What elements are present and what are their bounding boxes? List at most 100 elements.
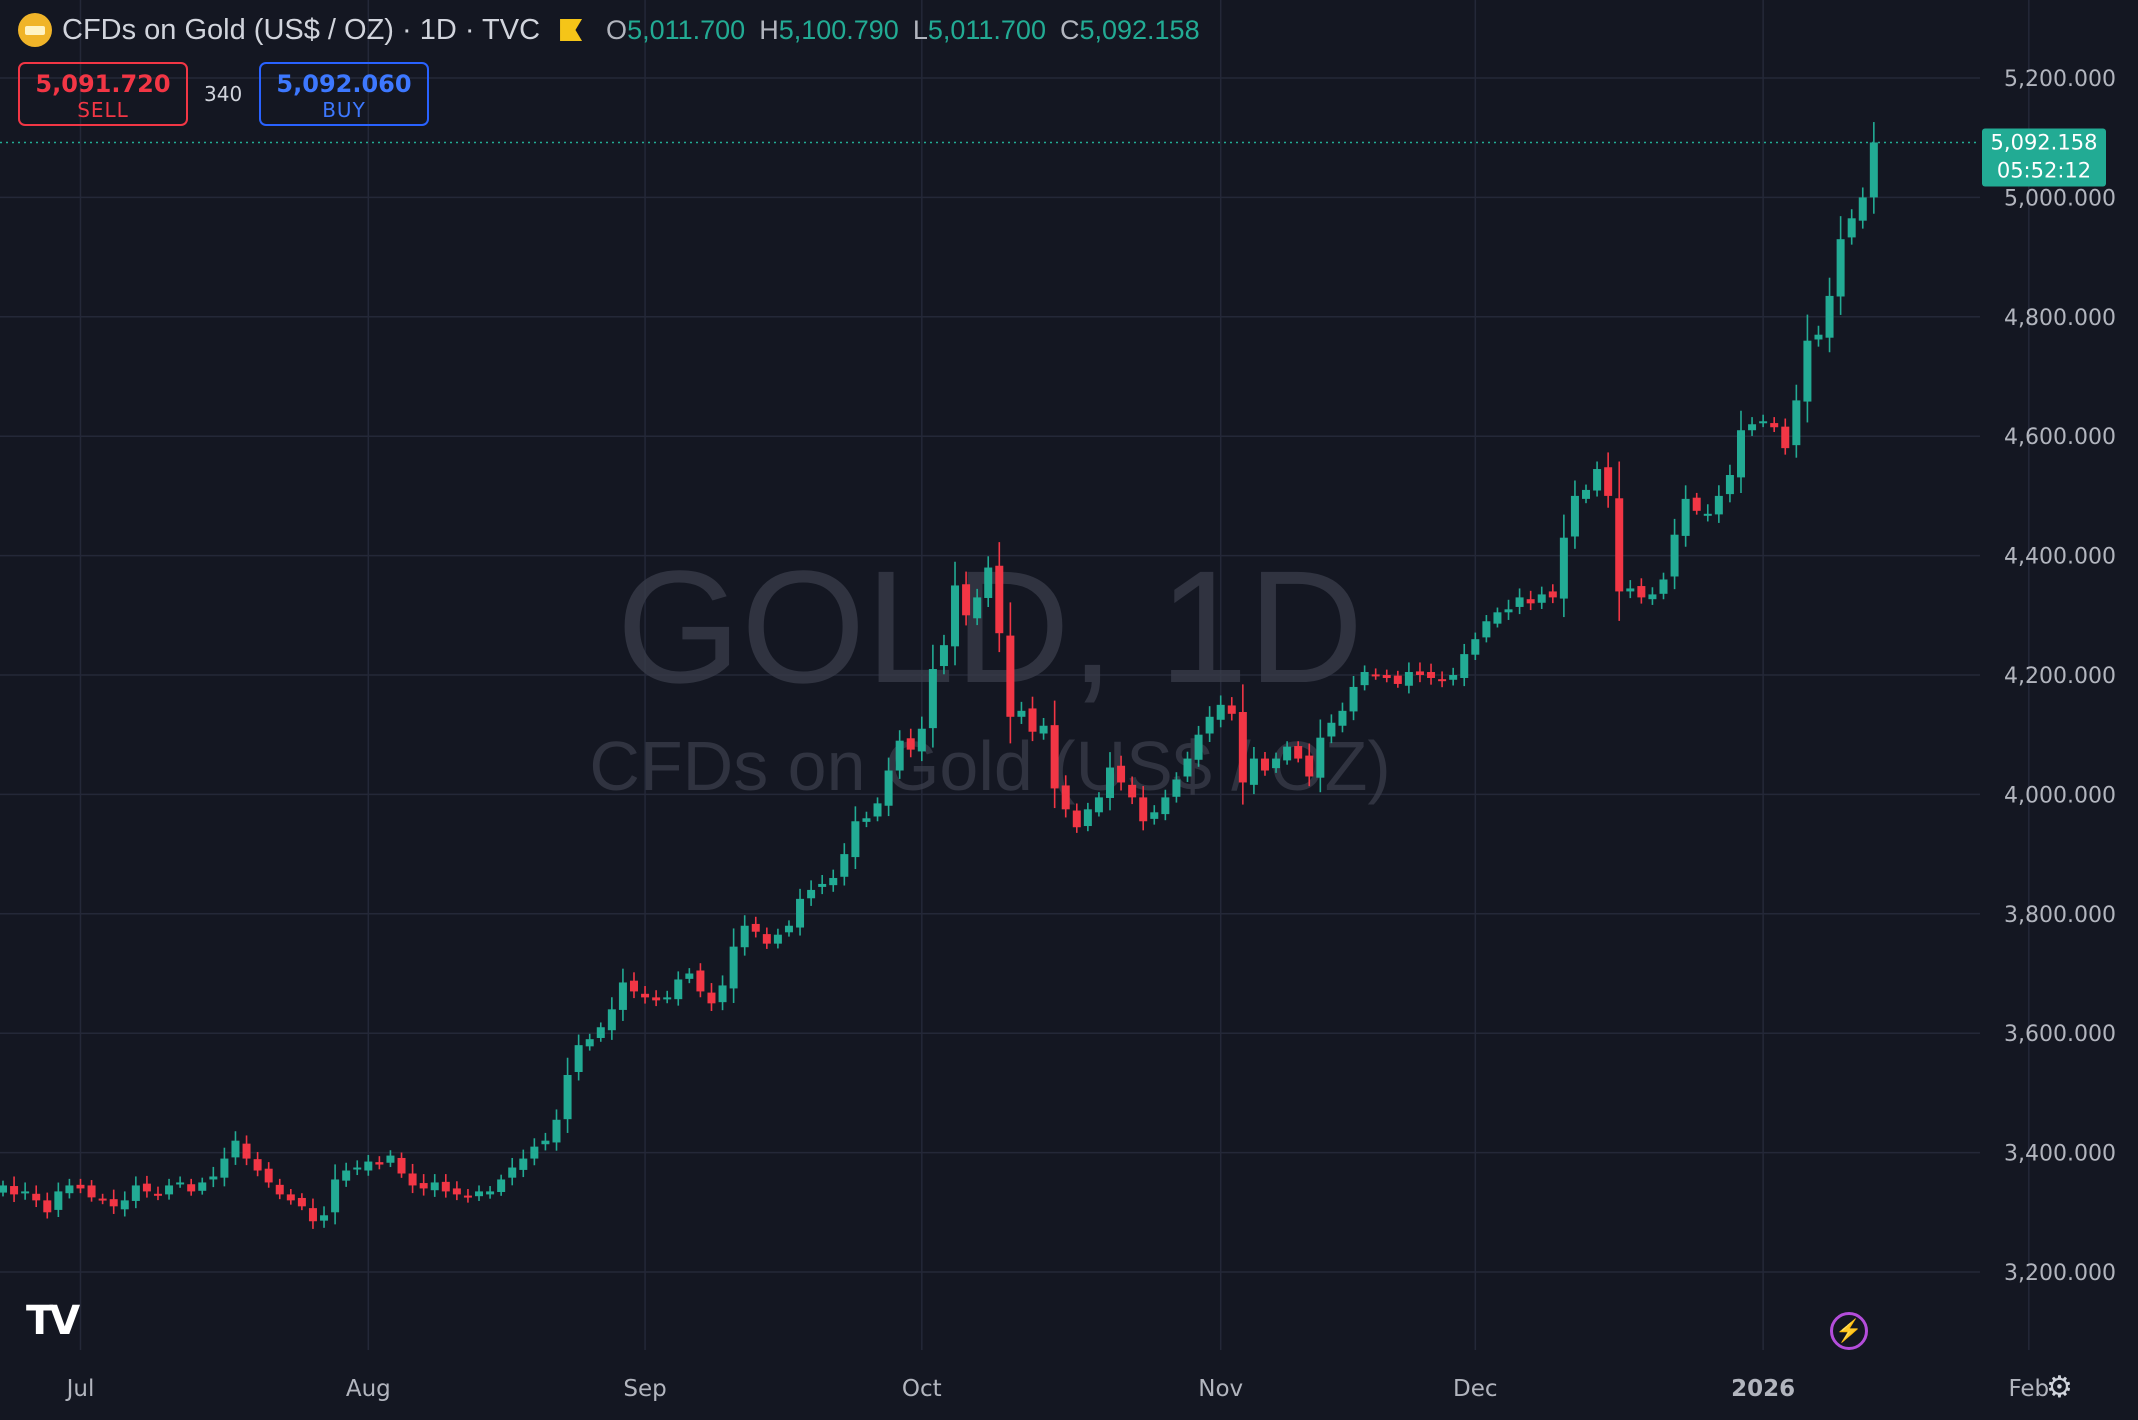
candle[interactable] (773, 928, 782, 949)
candle[interactable] (1039, 717, 1048, 740)
price-axis[interactable]: 3,200.000 3,400.000 3,600.000 3,800.000 4,00… (2004, 67, 2116, 1286)
candle[interactable] (1615, 461, 1624, 621)
candle[interactable] (1515, 588, 1524, 615)
candle[interactable] (1161, 789, 1170, 821)
candle[interactable] (452, 1181, 461, 1201)
candle[interactable] (1869, 122, 1878, 214)
candle[interactable] (1692, 492, 1701, 515)
candle[interactable] (1150, 805, 1159, 825)
candle[interactable] (1072, 803, 1081, 833)
candle[interactable] (1316, 719, 1325, 793)
candle[interactable] (1736, 410, 1745, 493)
candle[interactable] (1172, 772, 1181, 803)
candle[interactable] (98, 1193, 107, 1205)
candle[interactable] (629, 972, 638, 999)
lightning-icon[interactable]: ⚡ (1830, 1312, 1868, 1350)
candle[interactable] (1415, 662, 1424, 683)
candle[interactable] (751, 916, 760, 938)
candle[interactable] (109, 1189, 118, 1214)
candle[interactable] (829, 869, 838, 892)
candle[interactable] (906, 728, 915, 758)
candle[interactable] (1305, 743, 1314, 787)
candle[interactable] (1471, 632, 1480, 661)
candle[interactable] (1139, 786, 1148, 831)
candle[interactable] (187, 1178, 196, 1196)
candle[interactable] (962, 571, 971, 626)
candle[interactable] (1803, 314, 1812, 423)
candle[interactable] (818, 874, 827, 895)
candle[interactable] (1814, 325, 1823, 347)
candle[interactable] (519, 1149, 528, 1178)
candle[interactable] (740, 915, 749, 956)
candle[interactable] (696, 963, 705, 998)
candle[interactable] (1227, 697, 1236, 721)
candle[interactable] (928, 644, 937, 748)
candle[interactable] (176, 1176, 185, 1188)
candle[interactable] (264, 1162, 273, 1188)
candle[interactable] (729, 928, 738, 1003)
candle[interactable] (253, 1152, 262, 1177)
candle[interactable] (1272, 752, 1281, 773)
candle[interactable] (353, 1160, 362, 1176)
candle[interactable] (1759, 414, 1768, 428)
candle[interactable] (1681, 485, 1690, 547)
symbol-title[interactable]: CFDs on Gold (US$ / OZ) · 1D · TVC (62, 13, 541, 46)
candle[interactable] (1216, 695, 1225, 728)
candle[interactable] (618, 968, 627, 1021)
candle[interactable] (1061, 775, 1070, 818)
candle[interactable] (1604, 452, 1613, 508)
candle[interactable] (430, 1174, 439, 1197)
candle[interactable] (939, 634, 948, 675)
candle[interactable] (707, 983, 716, 1011)
candle[interactable] (1117, 755, 1126, 791)
candle[interactable] (1836, 216, 1845, 315)
candle[interactable] (1327, 714, 1336, 744)
candle[interactable] (54, 1182, 63, 1218)
candle[interactable] (1537, 586, 1546, 609)
candle[interactable] (1338, 702, 1347, 733)
candle[interactable] (1006, 602, 1015, 744)
candle[interactable] (76, 1178, 85, 1194)
candle[interactable] (320, 1206, 329, 1228)
candles[interactable] (0, 122, 1878, 1229)
candle[interactable] (486, 1186, 495, 1199)
candle[interactable] (641, 986, 650, 1004)
candle[interactable] (552, 1109, 561, 1151)
candle[interactable] (1427, 663, 1436, 685)
candle[interactable] (1106, 752, 1114, 811)
candle[interactable] (198, 1177, 207, 1195)
candle[interactable] (607, 997, 616, 1040)
candle[interactable] (663, 990, 672, 1004)
candle[interactable] (220, 1147, 229, 1187)
flag-icon[interactable] (560, 19, 583, 41)
candle[interactable] (1504, 599, 1513, 620)
settings-gear-icon[interactable]: ⚙ (2046, 1371, 2073, 1404)
candle[interactable] (1714, 485, 1723, 523)
candle[interactable] (1382, 669, 1391, 683)
candle[interactable] (796, 888, 805, 936)
candle[interactable] (1249, 746, 1258, 795)
candle[interactable] (441, 1174, 450, 1198)
candle[interactable] (674, 971, 683, 1006)
candle[interactable] (297, 1193, 306, 1211)
candle[interactable] (1094, 792, 1103, 817)
candle[interactable] (1460, 643, 1469, 687)
candle[interactable] (1017, 701, 1026, 724)
candle[interactable] (1548, 584, 1557, 604)
candle[interactable] (1526, 590, 1535, 611)
candle[interactable] (951, 561, 960, 666)
candle[interactable] (1637, 578, 1646, 604)
candle[interactable] (984, 556, 993, 607)
candle[interactable] (1183, 751, 1192, 782)
candle[interactable] (1748, 417, 1757, 436)
candle[interactable] (242, 1135, 251, 1166)
candle[interactable] (563, 1057, 572, 1133)
candle[interactable] (1449, 667, 1458, 686)
candle[interactable] (1283, 741, 1292, 765)
candle[interactable] (397, 1152, 406, 1178)
candle[interactable] (541, 1132, 550, 1151)
candle[interactable] (1349, 675, 1358, 721)
candle[interactable] (530, 1138, 539, 1166)
